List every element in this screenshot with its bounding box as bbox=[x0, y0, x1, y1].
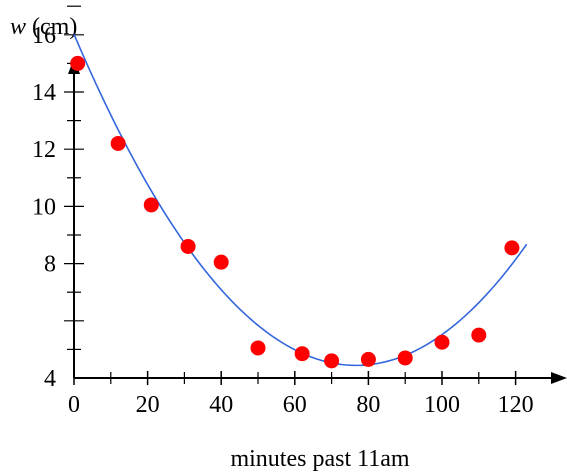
x-tick-label-60: 60 bbox=[283, 392, 307, 418]
fitted-curve bbox=[73, 33, 528, 367]
data-point bbox=[70, 55, 86, 71]
y-tick-label-10: 10 bbox=[32, 194, 56, 220]
x-tick-label-40: 40 bbox=[209, 392, 233, 418]
data-point bbox=[110, 135, 126, 151]
data-point bbox=[294, 346, 310, 362]
x-ticks: 0 20 40 60 80 100 120 bbox=[68, 371, 534, 418]
y-tick-label-16: 16 bbox=[32, 23, 56, 49]
data-point bbox=[434, 334, 450, 350]
data-points bbox=[70, 55, 520, 369]
data-point bbox=[360, 351, 376, 367]
data-point bbox=[397, 350, 413, 366]
x-axis-label: minutes past 11am bbox=[230, 446, 409, 472]
x-axis: 0 20 40 60 80 100 120 bbox=[68, 371, 567, 418]
x-tick-label-100: 100 bbox=[424, 392, 460, 418]
x-tick-label-20: 20 bbox=[136, 392, 160, 418]
x-axis-arrow bbox=[551, 372, 567, 384]
y-axis-label: w (cm) bbox=[10, 14, 77, 40]
y-tick-label-14: 14 bbox=[32, 80, 56, 106]
y-tick-label-8: 8 bbox=[44, 252, 56, 278]
data-point bbox=[180, 238, 196, 254]
data-point bbox=[213, 254, 229, 270]
data-point bbox=[324, 353, 340, 369]
y-tick-label-12: 12 bbox=[32, 137, 56, 163]
data-point bbox=[471, 327, 487, 343]
x-tick-label-120: 120 bbox=[498, 392, 534, 418]
x-tick-label-80: 80 bbox=[356, 392, 380, 418]
x-tick-label-0: 0 bbox=[68, 392, 80, 418]
y-tick-label-4: 4 bbox=[44, 366, 56, 392]
data-point bbox=[143, 197, 159, 213]
data-point bbox=[504, 240, 520, 256]
data-point bbox=[250, 340, 266, 356]
